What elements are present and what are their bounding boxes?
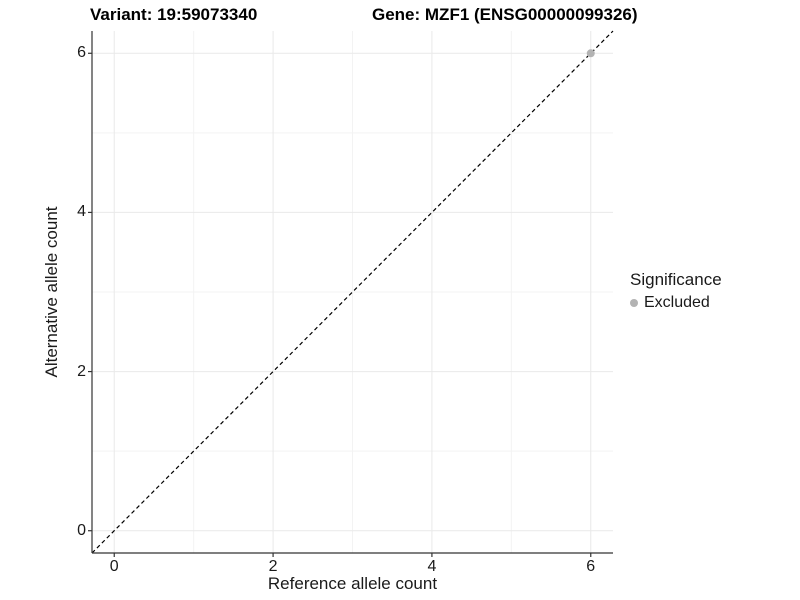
x-tick-label: 6	[586, 558, 596, 575]
identity-reference-line	[91, 30, 614, 554]
x-tick-label: 2	[268, 558, 278, 575]
x-tick-label: 0	[109, 558, 119, 575]
legend-item-label: Excluded	[644, 294, 710, 311]
y-tick-label: 6	[77, 44, 86, 62]
plot-title-gene: Gene: MZF1 (ENSG00000099326)	[372, 5, 638, 24]
y-axis-title: Alternative allele count	[42, 206, 61, 378]
legend-title: Significance	[630, 270, 722, 289]
x-axis-title: Reference allele count	[267, 574, 438, 593]
plot-title-variant: Variant: 19:59073340	[90, 5, 258, 24]
y-tick-label: 0	[77, 521, 86, 539]
legend-item-excluded: Excluded	[630, 294, 722, 312]
y-tick-label: 4	[77, 203, 86, 221]
x-tick-label: 4	[427, 558, 437, 575]
y-tick-label: 2	[77, 362, 86, 380]
data-point	[586, 49, 595, 58]
excluded-point-swatch-icon	[630, 299, 638, 307]
legend: Significance Excluded	[630, 270, 722, 312]
